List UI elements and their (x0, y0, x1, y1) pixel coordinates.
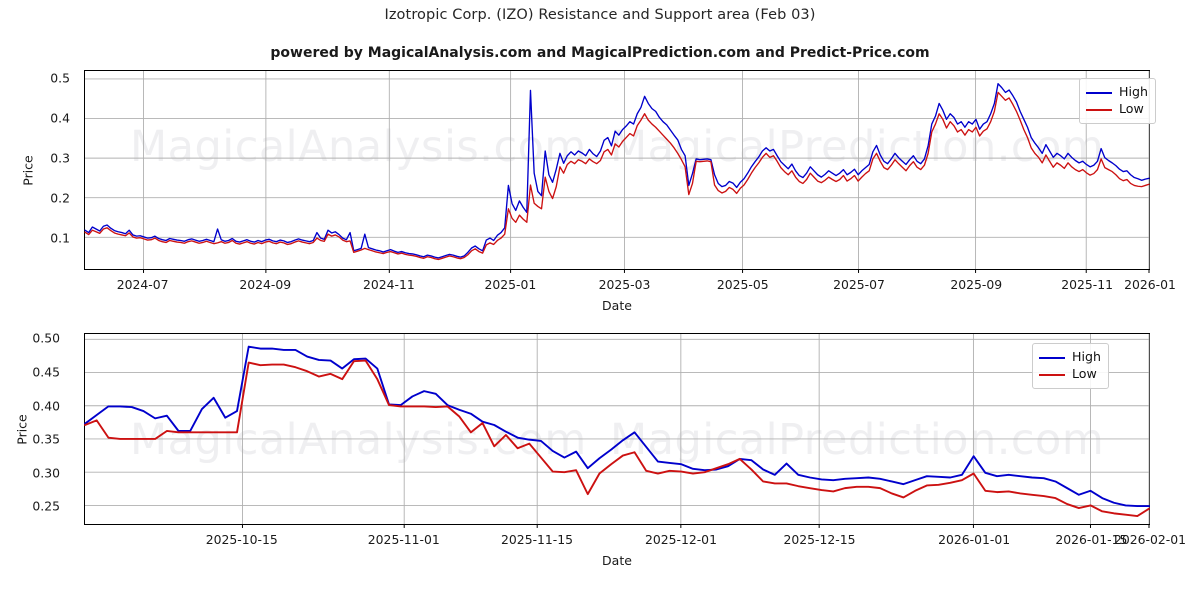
top-xtick-8: 2025-11 (1061, 277, 1113, 292)
bottom-series-high (85, 347, 1149, 506)
top-xtick-6: 2025-07 (833, 277, 885, 292)
x-axis-label-bottom: Date (602, 553, 632, 568)
top-xtick-5: 2025-05 (716, 277, 769, 292)
bottom-xtick-3: 2025-12-01 (644, 532, 717, 547)
chart-recent-detail[interactable] (84, 333, 1150, 525)
bottom-xtick-6: 2026-01-15 (1055, 532, 1128, 547)
top-ytick-2: 0.3 (50, 150, 70, 166)
legend-entry-high-bottom: High (1039, 349, 1101, 366)
legend-entry-high-top: High (1086, 84, 1148, 101)
top-xtick-7: 2025-09 (950, 277, 1003, 292)
bottom-xtick-0: 2025-10-15 (205, 532, 278, 547)
top-xtick-2: 2024-11 (362, 277, 415, 292)
legend-label-low-top: Low (1119, 101, 1144, 117)
top-ytick-4: 0.5 (50, 70, 70, 86)
top-xtick-9: 2026-01 (1124, 277, 1176, 292)
bottom-ytick-5: 0.50 (32, 330, 60, 346)
legend-label-low-bottom: Low (1072, 366, 1097, 382)
legend-entry-low-top: Low (1086, 101, 1148, 118)
bottom-ytick-1: 0.30 (32, 465, 60, 481)
bottom-series-low (85, 361, 1149, 516)
legend-swatch-high-top (1086, 91, 1112, 94)
legend-label-high-top: High (1119, 84, 1148, 100)
bottom-xtick-7: 2026-02-01 (1113, 532, 1187, 547)
legend-top: High Low (1079, 78, 1156, 124)
bottom-xtick-5: 2026-01-01 (938, 532, 1011, 547)
top-xtick-1: 2024-09 (239, 277, 292, 292)
legend-bottom: High Low (1032, 343, 1109, 389)
top-series-high (85, 84, 1149, 258)
bottom-ytick-0: 0.25 (32, 498, 60, 514)
legend-swatch-low-bottom (1039, 373, 1065, 376)
top-xtick-4: 2025-03 (598, 277, 651, 292)
legend-entry-low-bottom: Low (1039, 366, 1101, 383)
bottom-xtick-2: 2025-11-15 (501, 532, 574, 547)
top-ytick-1: 0.2 (50, 190, 70, 206)
x-axis-label-top: Date (602, 298, 632, 313)
plot-area-top (85, 71, 1149, 269)
top-series-low (85, 92, 1149, 259)
figure-subtitle: powered by MagicalAnalysis.com and Magic… (270, 45, 930, 61)
chart-full-history[interactable] (84, 70, 1150, 270)
legend-label-high-bottom: High (1072, 349, 1101, 365)
page-title: Izotropic Corp. (IZO) Resistance and Sup… (384, 7, 816, 23)
top-ytick-3: 0.4 (50, 110, 70, 126)
bottom-ytick-2: 0.35 (32, 431, 60, 447)
bottom-xtick-4: 2025-12-15 (783, 532, 856, 547)
legend-swatch-low-top (1086, 108, 1112, 111)
bottom-ytick-3: 0.40 (32, 398, 60, 413)
plot-area-bottom (85, 334, 1149, 524)
legend-swatch-high-bottom (1039, 356, 1065, 359)
top-xtick-0: 2024-07 (116, 277, 169, 292)
top-ytick-0: 0.1 (50, 230, 70, 246)
bottom-xtick-1: 2025-11-01 (367, 532, 440, 547)
top-xtick-3: 2025-01 (484, 277, 537, 292)
bottom-ytick-4: 0.45 (32, 364, 60, 380)
